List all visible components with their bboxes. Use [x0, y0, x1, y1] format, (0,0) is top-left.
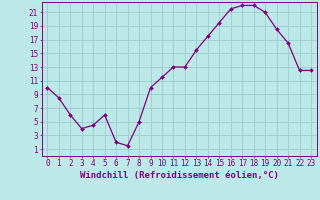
- X-axis label: Windchill (Refroidissement éolien,°C): Windchill (Refroidissement éolien,°C): [80, 171, 279, 180]
